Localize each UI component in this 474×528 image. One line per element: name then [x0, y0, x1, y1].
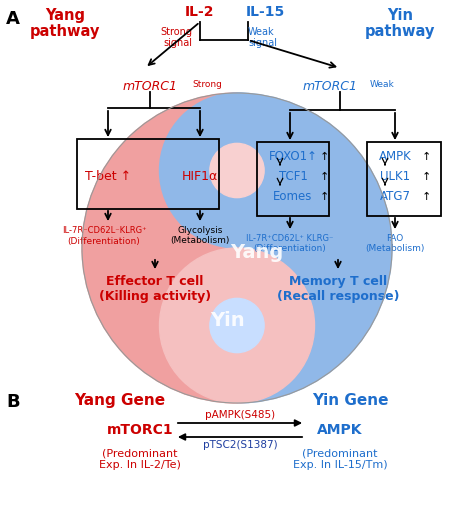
Text: B: B — [6, 393, 19, 411]
Text: Effector T cell
(Killing activity): Effector T cell (Killing activity) — [99, 275, 211, 303]
Text: ↑: ↑ — [422, 192, 431, 202]
Text: HIF1α: HIF1α — [182, 169, 218, 183]
Text: Yang Gene: Yang Gene — [74, 393, 165, 408]
Text: IL-2: IL-2 — [185, 5, 215, 19]
Text: TCF1: TCF1 — [279, 171, 308, 184]
Text: (Predominant
Exp. In IL-2/Te): (Predominant Exp. In IL-2/Te) — [99, 448, 181, 469]
Circle shape — [210, 144, 264, 197]
Text: Memory T cell
(Recall response): Memory T cell (Recall response) — [277, 275, 399, 303]
Text: Glycolysis
(Metabolism): Glycolysis (Metabolism) — [170, 226, 230, 244]
Wedge shape — [82, 93, 237, 403]
Text: ATG7: ATG7 — [380, 191, 410, 203]
Circle shape — [210, 298, 264, 353]
Text: Weak: Weak — [370, 80, 395, 89]
Text: AMPK: AMPK — [379, 150, 411, 164]
Text: FOXO1↑: FOXO1↑ — [268, 150, 318, 164]
Text: ↑: ↑ — [422, 152, 431, 162]
Wedge shape — [237, 93, 392, 403]
Text: ↑: ↑ — [422, 172, 431, 182]
Text: (Differentiation): (Differentiation) — [68, 237, 140, 246]
Text: (Differentiation): (Differentiation) — [254, 244, 327, 253]
Text: A: A — [6, 10, 20, 28]
Circle shape — [159, 248, 315, 403]
Text: T-bet ↑: T-bet ↑ — [85, 169, 131, 183]
Text: mTORC1: mTORC1 — [107, 423, 173, 437]
Text: mTORC1: mTORC1 — [302, 80, 357, 93]
Text: (Predominant
Exp. In IL-15/Tm): (Predominant Exp. In IL-15/Tm) — [292, 448, 387, 469]
Text: Yin: Yin — [210, 311, 244, 330]
Text: mTORC1: mTORC1 — [122, 80, 177, 93]
Text: Yang
pathway: Yang pathway — [30, 8, 100, 39]
Text: pAMPK(S485): pAMPK(S485) — [205, 410, 275, 420]
Text: AMPK: AMPK — [317, 423, 363, 437]
Text: Strong: Strong — [192, 80, 222, 89]
Text: ↑: ↑ — [320, 192, 329, 202]
Text: Yin
pathway: Yin pathway — [365, 8, 435, 39]
Text: ↑: ↑ — [320, 152, 329, 162]
Text: Strong
signal: Strong signal — [160, 27, 192, 48]
Text: Weak
signal: Weak signal — [248, 27, 277, 48]
Text: FAO
(Metabolism): FAO (Metabolism) — [365, 234, 425, 253]
Text: pTSC2(S1387): pTSC2(S1387) — [203, 440, 277, 450]
Text: Yin Gene: Yin Gene — [312, 393, 388, 408]
Text: IL-7R⁺CD62L⁺ KLRG⁻: IL-7R⁺CD62L⁺ KLRG⁻ — [246, 234, 334, 243]
Text: IL-7R⁻CD62L⁻KLRG⁺: IL-7R⁻CD62L⁻KLRG⁺ — [62, 226, 146, 235]
Text: ↑: ↑ — [320, 172, 329, 182]
Text: ULK1: ULK1 — [380, 171, 410, 184]
Text: Eomes: Eomes — [273, 191, 313, 203]
Text: Yang: Yang — [230, 243, 283, 262]
Circle shape — [159, 93, 315, 248]
Text: IL-15: IL-15 — [246, 5, 284, 19]
